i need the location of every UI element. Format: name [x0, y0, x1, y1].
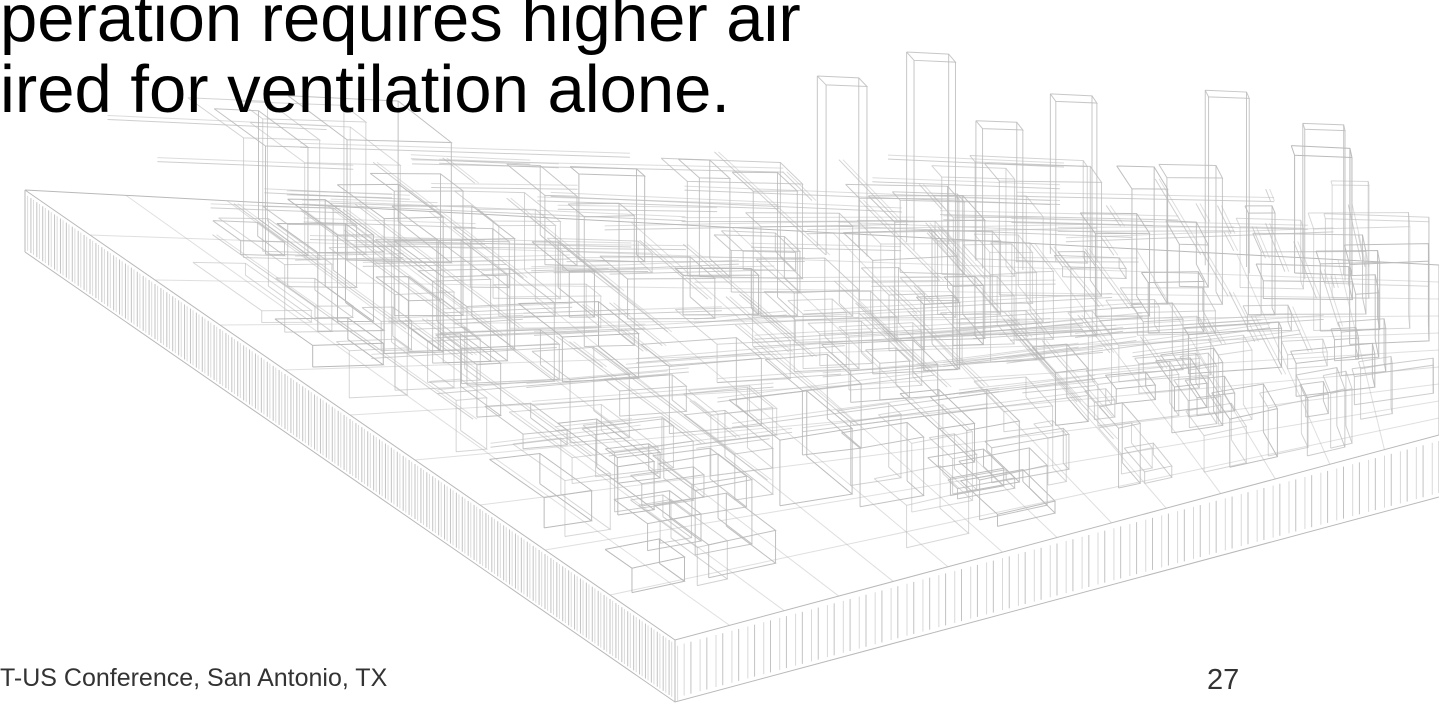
body-line: peration requires higher air: [0, 0, 801, 56]
slide-page-number: 27: [1207, 664, 1240, 696]
slide-body-text: peration requires higher air ired for ve…: [0, 0, 801, 142]
footer-conference-text: T-US Conference, San Antonio, TX: [0, 664, 388, 692]
body-line: ired for ventilation alone.: [0, 52, 730, 127]
wireframe-lines: [24, 51, 1439, 703]
